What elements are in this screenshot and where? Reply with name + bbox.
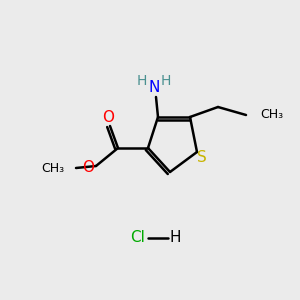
Text: H: H [161, 74, 171, 88]
Text: O: O [82, 160, 94, 175]
Text: CH₃: CH₃ [41, 161, 64, 175]
Text: CH₃: CH₃ [260, 109, 283, 122]
Text: H: H [137, 74, 147, 88]
Text: H: H [169, 230, 181, 245]
Text: Cl: Cl [130, 230, 146, 245]
Text: N: N [148, 80, 160, 94]
Text: S: S [197, 149, 207, 164]
Text: O: O [102, 110, 114, 125]
